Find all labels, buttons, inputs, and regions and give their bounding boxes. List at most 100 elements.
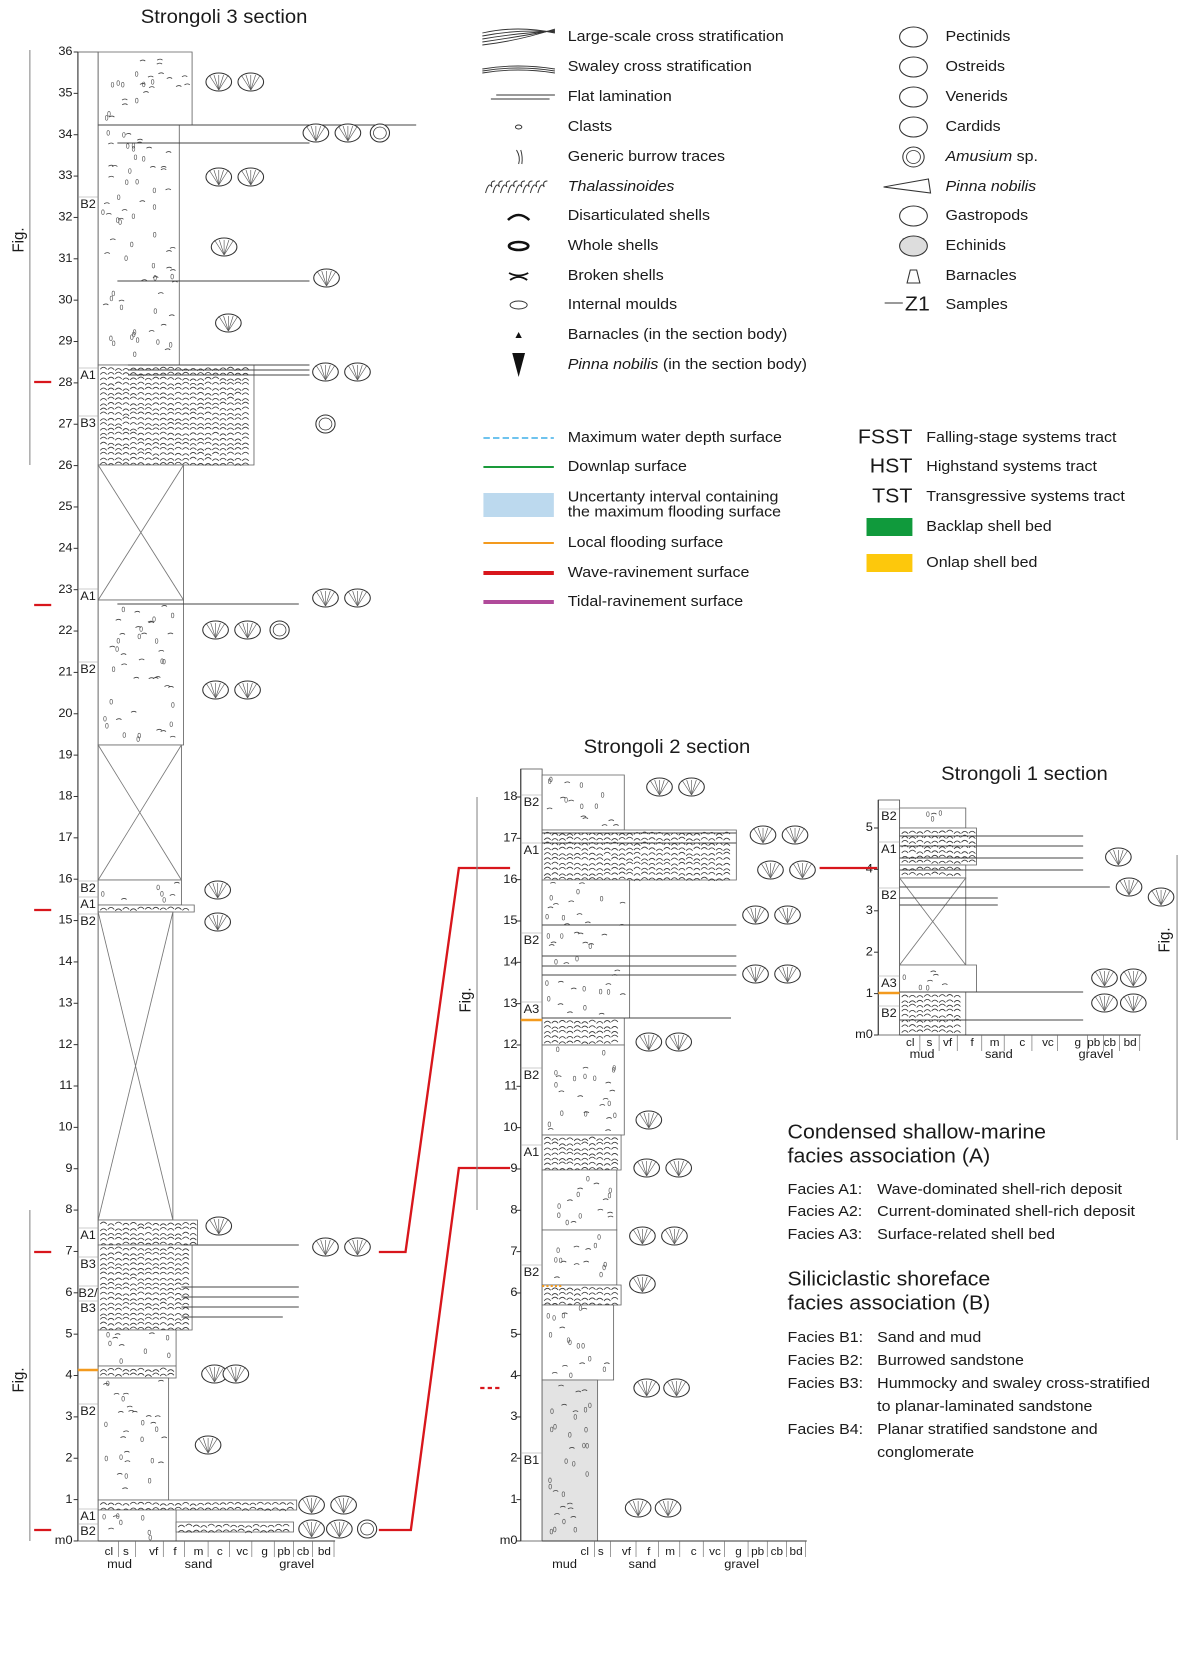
facies-label: B2 bbox=[881, 889, 897, 903]
depth-tick-label: 13 bbox=[58, 996, 72, 1010]
plain-text: Flat lamination bbox=[568, 88, 672, 104]
plain-text: sp. bbox=[1012, 148, 1038, 164]
bed bbox=[542, 1230, 617, 1285]
depth-tick-label: 2 bbox=[65, 1451, 72, 1465]
icon bbox=[903, 147, 924, 167]
icon bbox=[900, 206, 928, 226]
fig-label: Fig. bbox=[10, 1368, 28, 1393]
legend-text: Ostreids bbox=[945, 58, 1005, 74]
legend-text: Amusium sp. bbox=[944, 148, 1037, 164]
legend-text: Swaley cross stratification bbox=[568, 58, 752, 74]
depth-tick-label: 2 bbox=[866, 945, 873, 959]
plain-text: Samples bbox=[945, 296, 1007, 312]
grain-size-label: m bbox=[665, 1546, 675, 1558]
grain-size-label: s bbox=[598, 1546, 604, 1558]
bed bbox=[542, 1380, 597, 1541]
facies-label: B3 bbox=[80, 1258, 96, 1272]
bed bbox=[98, 1378, 168, 1500]
bed bbox=[98, 1366, 176, 1378]
icon bbox=[900, 87, 928, 107]
bed bbox=[542, 775, 624, 830]
depth-tick-label: 5 bbox=[866, 821, 873, 835]
grain-size-label: f bbox=[971, 1037, 975, 1049]
facies-description: Sand and mud bbox=[877, 1329, 981, 1345]
legend-text: Gastropods bbox=[945, 207, 1028, 223]
italic-text: Pinna nobilis bbox=[945, 178, 1036, 194]
legend-text: Onlap shell bed bbox=[926, 554, 1037, 570]
grain-group-label: gravel bbox=[1079, 1048, 1114, 1062]
icon bbox=[482, 66, 555, 69]
facies-code: Facies A1: bbox=[788, 1181, 863, 1197]
depth-tick-label: 10 bbox=[503, 1120, 517, 1134]
bed bbox=[900, 965, 977, 992]
icon bbox=[509, 273, 528, 280]
legend-text: Downlap surface bbox=[568, 458, 687, 474]
depth-tick-label: 6 bbox=[65, 1285, 72, 1299]
legend-swatch bbox=[867, 518, 913, 536]
depth-tick-label: 25 bbox=[58, 499, 72, 513]
plain-text: Barnacles (in the section body) bbox=[568, 326, 788, 342]
bed bbox=[542, 1170, 617, 1230]
sample-marker: Z1 bbox=[905, 293, 930, 315]
icon bbox=[510, 301, 527, 309]
grain-group-label: gravel bbox=[279, 1558, 314, 1572]
grain-size-label: vf bbox=[943, 1037, 953, 1049]
grain-size-label: vf bbox=[622, 1546, 632, 1558]
plain-text: Cardids bbox=[945, 118, 1000, 134]
icon bbox=[907, 270, 920, 283]
facies-label: A1 bbox=[80, 369, 96, 383]
depth-tick-label: 1 bbox=[510, 1492, 517, 1506]
legend-text: Highstand systems tract bbox=[926, 458, 1097, 474]
plain-text: Ostreids bbox=[945, 58, 1005, 74]
depth-tick-label: 7 bbox=[510, 1244, 517, 1258]
legend-text: Uncertanty interval containing bbox=[568, 489, 779, 505]
depth-tick-label: 34 bbox=[58, 127, 72, 141]
grain-size-label: vf bbox=[149, 1546, 159, 1558]
grain-size-label: cb bbox=[771, 1546, 783, 1558]
grain-size-label: cl bbox=[581, 1546, 589, 1558]
bed bbox=[900, 865, 966, 878]
facies-strip bbox=[878, 800, 899, 1035]
depth-tick-label: 24 bbox=[58, 541, 72, 555]
legend-text: the maximum flooding surface bbox=[568, 504, 781, 520]
depth-tick-label: 27 bbox=[58, 417, 72, 431]
depth-tick-label: 15 bbox=[58, 913, 72, 927]
icon bbox=[900, 117, 928, 137]
plain-text: Pectinids bbox=[945, 28, 1010, 44]
plain-text: (in the section body) bbox=[658, 356, 806, 372]
depth-tick-label: 29 bbox=[58, 334, 72, 348]
facies-label: B2 bbox=[80, 882, 96, 896]
icon bbox=[509, 242, 528, 250]
bed bbox=[900, 808, 966, 828]
depth-tick-label: 4 bbox=[510, 1368, 517, 1382]
facies-label: A1 bbox=[80, 1510, 96, 1524]
grain-size-label: f bbox=[173, 1546, 177, 1558]
icon bbox=[516, 150, 522, 164]
grain-group-label: sand bbox=[185, 1558, 213, 1572]
depth-tick-label: m0 bbox=[855, 1028, 873, 1042]
depth-tick-label: 7 bbox=[65, 1244, 72, 1258]
depth-tick-label: 14 bbox=[58, 954, 72, 968]
depth-tick-label: 1 bbox=[866, 986, 873, 1000]
plain-text: Large-scale cross stratification bbox=[568, 28, 784, 44]
depth-tick-label: 14 bbox=[503, 955, 517, 969]
depth-tick-label: 16 bbox=[503, 872, 517, 886]
depth-tick-label: 9 bbox=[510, 1162, 517, 1176]
depth-tick-label: 33 bbox=[58, 169, 72, 183]
depth-tick-label: 12 bbox=[503, 1038, 517, 1052]
plain-text: Gastropods bbox=[945, 207, 1028, 223]
icon bbox=[884, 179, 931, 193]
legend-text: Backlap shell bed bbox=[926, 518, 1051, 534]
facies-label: A1 bbox=[80, 898, 96, 912]
legend-swatch bbox=[483, 493, 553, 517]
bed bbox=[98, 600, 183, 745]
legend-text: Thalassinoides bbox=[568, 178, 675, 194]
grain-group-label: sand bbox=[985, 1048, 1013, 1062]
grain-group-label: mud bbox=[552, 1558, 577, 1572]
section-title: Strongoli 2 section bbox=[584, 737, 751, 758]
fig-label: Fig. bbox=[457, 988, 475, 1013]
grain-size-label: cl bbox=[105, 1546, 113, 1558]
depth-tick-label: 23 bbox=[58, 582, 72, 596]
legend-text: Internal moulds bbox=[568, 296, 678, 312]
bed bbox=[98, 1330, 176, 1366]
